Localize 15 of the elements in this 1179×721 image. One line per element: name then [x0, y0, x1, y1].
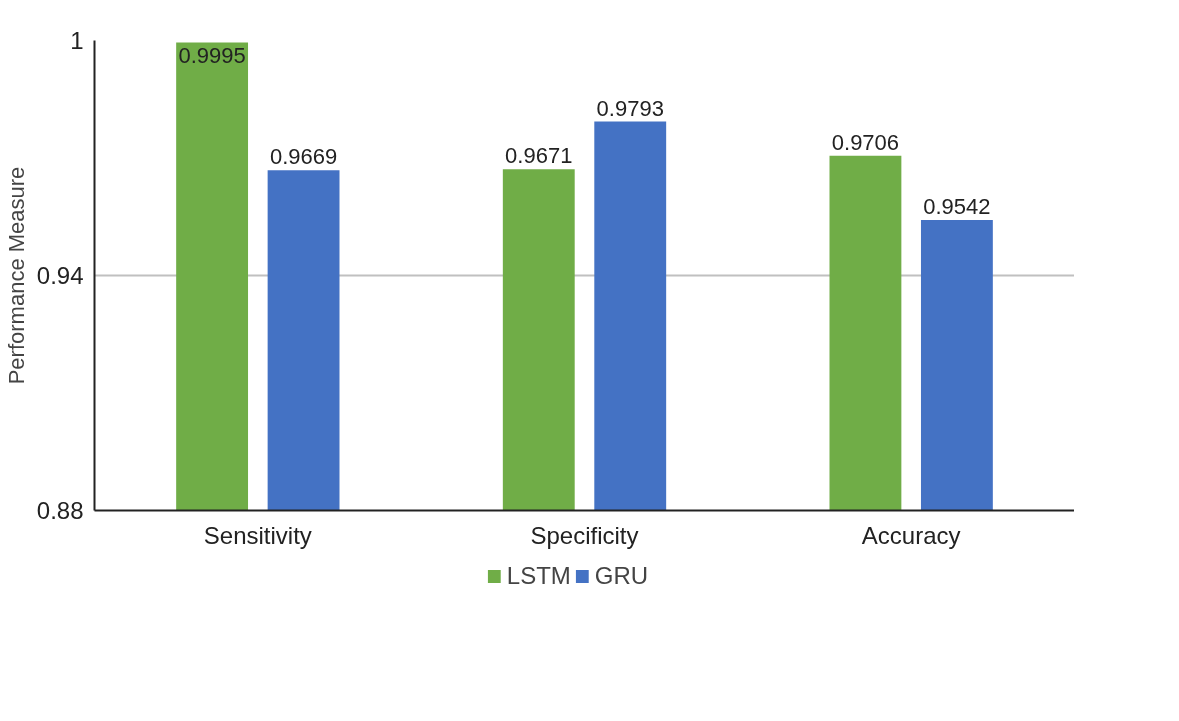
- data-label: 0.9793: [596, 95, 664, 121]
- x-tick-label: Specificity: [530, 521, 639, 549]
- y-axis-title: Performance Measure: [3, 166, 29, 385]
- data-label: 0.9669: [269, 144, 338, 170]
- x-tick-label: Sensitivity: [203, 521, 312, 549]
- y-tick-label: 0.94: [36, 262, 84, 289]
- data-label: 0.9542: [923, 193, 991, 219]
- data-label: 0.9671: [505, 143, 573, 169]
- data-label: 0.9706: [831, 129, 900, 155]
- data-label: 0.9995: [178, 43, 246, 69]
- x-tick-label: Accuracy: [861, 521, 961, 549]
- legend-label: LSTM: [506, 562, 571, 590]
- y-tick-label: 0.88: [36, 497, 84, 524]
- y-tick-label: 1: [70, 27, 84, 54]
- legend-label: GRU: [594, 562, 649, 590]
